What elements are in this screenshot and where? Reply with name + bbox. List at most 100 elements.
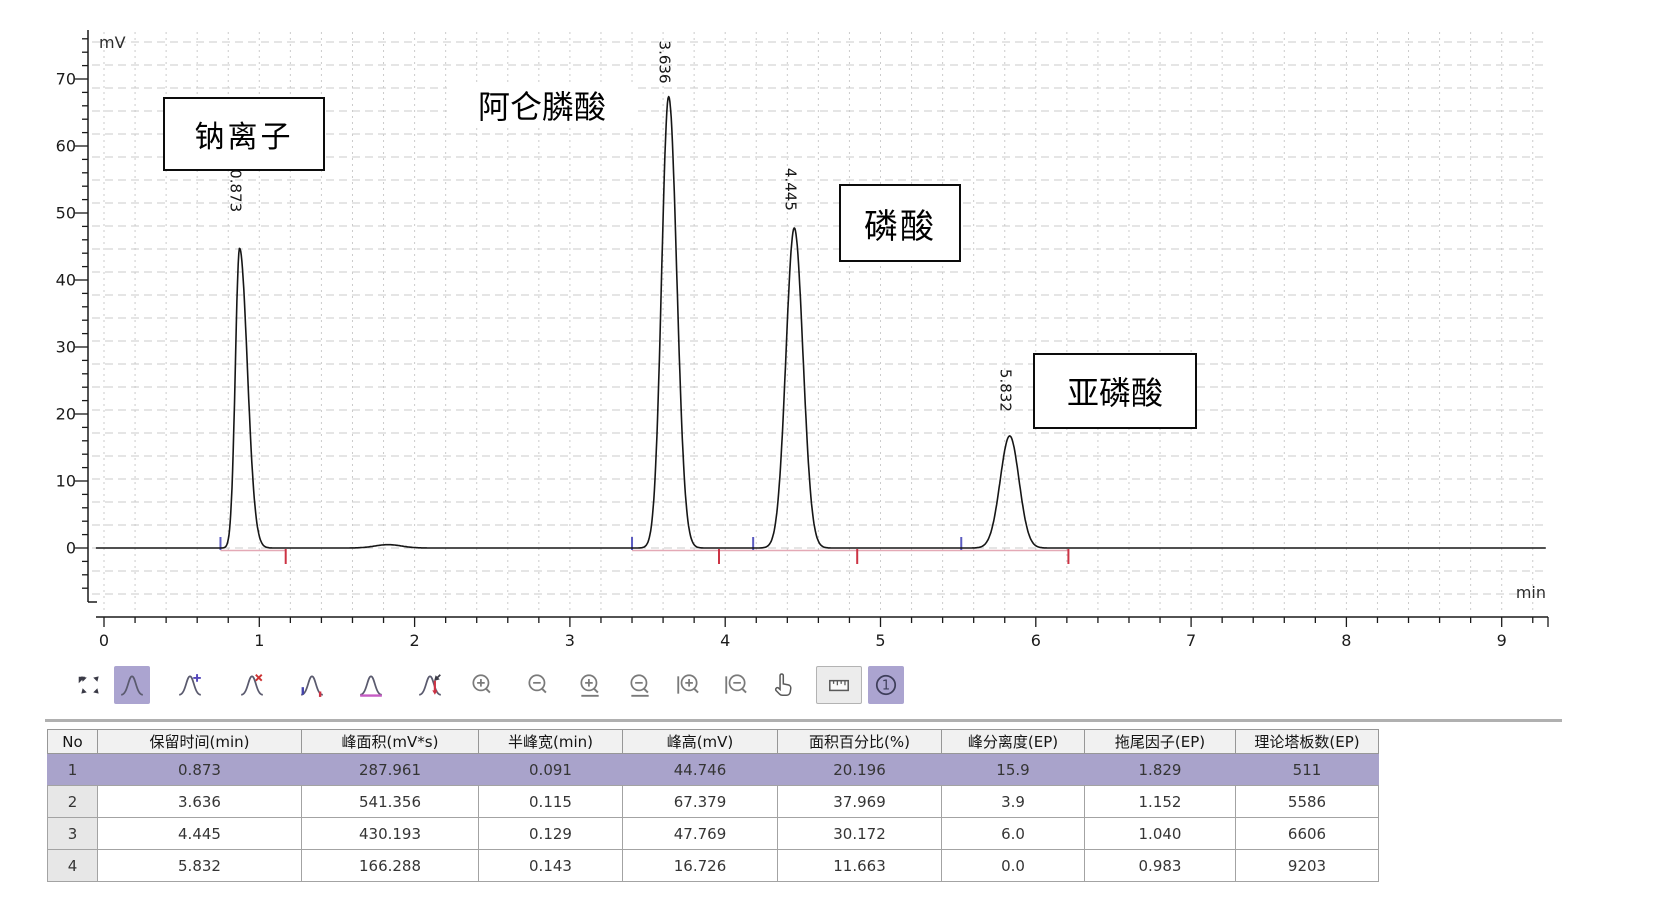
value-cell: 1.829 [1084, 753, 1236, 786]
value-cell: 287.961 [301, 753, 479, 786]
table-row[interactable]: 4 5.832 166.288 0.143 16.726 11.663 0.0 0.983 92… [47, 849, 1379, 882]
value-cell: 37.969 [777, 785, 942, 818]
value-cell: 1.040 [1084, 817, 1236, 850]
ruler-tool-icon [829, 679, 849, 692]
toolbar-fit-view-button[interactable] [72, 666, 108, 704]
y-tick-label: 20 [56, 405, 76, 424]
toolbar-ruler-tool-button[interactable] [816, 666, 862, 704]
value-cell: 3.9 [941, 785, 1085, 818]
value-cell: 6.0 [941, 817, 1085, 850]
toolbar-peak-baseline-button[interactable] [353, 666, 389, 704]
y-axis-unit-label: mV [99, 33, 126, 52]
peak-add-icon [178, 674, 202, 696]
toolbar-peak-start-mark-button[interactable] [294, 666, 330, 704]
value-cell: 47.769 [622, 817, 778, 850]
peak-rt-label: 5.832 [997, 369, 1015, 412]
zoom-out-horizontal-icon [630, 674, 649, 697]
peak-manual-icon [418, 674, 442, 696]
table-header-row: No 保留时间(min) 峰面积(mV*s) 半峰宽(min) 峰高(mV) 面积百分比(… [47, 729, 1379, 754]
peak-annotation-sodium-ion: 钠离子 [163, 97, 325, 171]
column-header[interactable]: No [47, 729, 98, 754]
x-tick-label: 4 [720, 631, 730, 650]
value-cell: 44.746 [622, 753, 778, 786]
table-row[interactable]: 1 0.873 287.961 0.091 44.746 20.196 15.9 1.829 5… [47, 753, 1379, 786]
section-divider [45, 719, 1562, 722]
value-cell: 166.288 [301, 849, 479, 882]
column-header[interactable]: 峰高(mV) [622, 729, 778, 754]
value-cell: 30.172 [777, 817, 942, 850]
label-one-icon: 1 [875, 674, 897, 696]
value-cell: 11.663 [777, 849, 942, 882]
peak-rt-label: 0.873 [227, 169, 245, 212]
toolbar-peak-delete-button[interactable] [234, 666, 270, 704]
y-tick-label: 60 [56, 137, 76, 156]
x-tick-label: 2 [410, 631, 420, 650]
integration-marks [219, 537, 1070, 564]
zoom-in-vertical-icon [677, 674, 699, 694]
toolbar-zoom-out-button[interactable] [520, 666, 556, 704]
value-cell: 0.983 [1084, 849, 1236, 882]
value-cell: 5.832 [97, 849, 302, 882]
value-cell: 0.0 [941, 849, 1085, 882]
column-header[interactable]: 半峰宽(min) [478, 729, 623, 754]
table-row[interactable]: 3 4.445 430.193 0.129 47.769 30.172 6.0 1.040 66… [47, 817, 1379, 850]
value-cell: 3.636 [97, 785, 302, 818]
column-header[interactable]: 理论塔板数(EP) [1235, 729, 1379, 754]
toolbar-label-one-button[interactable]: 1 [868, 666, 904, 704]
zoom-out-vertical-icon [725, 674, 747, 694]
toolbar-peak-add-button[interactable] [172, 666, 208, 704]
y-tick-label: 50 [56, 204, 76, 223]
value-cell: 0.873 [97, 753, 302, 786]
value-cell: 15.9 [941, 753, 1085, 786]
value-cell: 20.196 [777, 753, 942, 786]
toolbar-peak-pick-button[interactable] [114, 666, 150, 704]
column-header[interactable]: 拖尾因子(EP) [1084, 729, 1236, 754]
row-number-cell: 1 [47, 753, 98, 786]
value-cell: 511 [1235, 753, 1379, 786]
x-tick-label: 5 [875, 631, 885, 650]
peak-baseline-icon [359, 675, 383, 697]
toolbar-zoom-in-horizontal-button[interactable] [572, 666, 608, 704]
toolbar-zoom-in-vertical-button[interactable] [670, 666, 706, 704]
column-header[interactable]: 峰分离度(EP) [941, 729, 1085, 754]
x-axis-unit-label: min [1515, 583, 1546, 602]
y-tick-label: 40 [56, 271, 76, 290]
peak-rt-label: 4.445 [781, 168, 799, 211]
zoom-out-icon [528, 674, 547, 694]
value-cell: 5586 [1235, 785, 1379, 818]
value-cell: 4.445 [97, 817, 302, 850]
retention-time-labels: 0.873 3.636 4.445 5.832 [227, 41, 1015, 412]
peak-start-mark-icon [300, 675, 324, 697]
x-tick-label: 7 [1186, 631, 1196, 650]
row-number-cell: 2 [47, 785, 98, 818]
toolbar-hand-tool-button[interactable] [764, 666, 800, 704]
column-header[interactable]: 保留时间(min) [97, 729, 302, 754]
value-cell: 541.356 [301, 785, 479, 818]
toolbar-zoom-out-horizontal-button[interactable] [622, 666, 658, 704]
value-cell: 9203 [1235, 849, 1379, 882]
x-axis: 0 1 2 3 4 5 6 7 8 9 [96, 616, 1549, 650]
y-tick-label: 30 [56, 338, 76, 357]
value-cell: 0.143 [478, 849, 623, 882]
column-header[interactable]: 面积百分比(%) [777, 729, 942, 754]
peak-annotation-phosphorous-acid: 亚磷酸 [1033, 353, 1197, 429]
svg-text:1: 1 [882, 679, 890, 694]
peak-results-table: No 保留时间(min) 峰面积(mV*s) 半峰宽(min) 峰高(mV) 面积百分比(… [47, 729, 1379, 882]
value-cell: 0.115 [478, 785, 623, 818]
value-cell: 430.193 [301, 817, 479, 850]
y-tick-label: 0 [66, 539, 76, 558]
y-axis: 0 10 20 30 40 50 60 70 [56, 30, 97, 603]
column-header[interactable]: 峰面积(mV*s) [301, 729, 479, 754]
value-cell: 0.091 [478, 753, 623, 786]
signal-curve [95, 95, 1546, 549]
row-number-cell: 4 [47, 849, 98, 882]
toolbar-zoom-out-vertical-button[interactable] [718, 666, 754, 704]
toolbar-peak-manual-button[interactable] [412, 666, 448, 704]
x-tick-label: 9 [1497, 631, 1507, 650]
chromatogram-plot: 0 10 20 30 40 50 60 70 0 1 2 3 4 5 6 7 8 9 0.873 3.636 4.445… [56, 30, 1549, 650]
toolbar-zoom-in-button[interactable] [464, 666, 500, 704]
peak-pick-icon [120, 675, 144, 696]
table-row[interactable]: 2 3.636 541.356 0.115 67.379 37.969 3.9 1.152 55… [47, 785, 1379, 818]
y-tick-label: 70 [56, 70, 76, 89]
